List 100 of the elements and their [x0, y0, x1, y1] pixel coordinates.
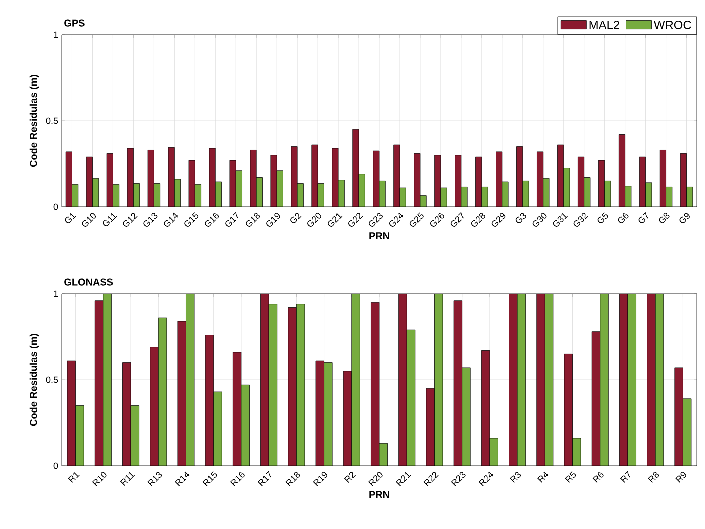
x-axis-title: PRN: [370, 491, 390, 498]
bar: [296, 304, 306, 466]
bar: [67, 360, 76, 466]
x-tick-label: G19: [266, 213, 280, 227]
x-tick-label: G22: [348, 213, 364, 227]
x-tick-label: G30: [532, 213, 547, 227]
x-tick-label: R22: [424, 472, 439, 487]
bar: [517, 294, 526, 466]
bar: [205, 335, 214, 466]
bar: [186, 294, 195, 466]
bar: [406, 330, 416, 466]
x-tick-label: G28: [471, 213, 486, 227]
y-axis-title: Code Residulas (m): [30, 334, 40, 426]
y-tick-label: 0: [54, 462, 58, 470]
x-tick-label: R20: [368, 472, 383, 487]
x-tick-label: R13: [148, 472, 162, 487]
bar: [76, 406, 84, 466]
x-tick-label: G1: [65, 213, 76, 224]
x-tick-label: G3: [516, 213, 526, 224]
bar: [655, 294, 664, 466]
bar: [536, 294, 546, 466]
x-tick-label: R4: [538, 472, 549, 483]
x-tick-label: R19: [313, 472, 328, 487]
bar: [683, 398, 692, 466]
x-tick-label: G17: [226, 212, 239, 227]
x-tick-label: G14: [164, 212, 178, 227]
bar: [343, 371, 352, 466]
x-tick-label: R9: [676, 472, 686, 483]
bar: [481, 350, 490, 466]
chart-title: GLONASS: [64, 278, 114, 286]
bar: [178, 321, 186, 466]
bar: [268, 304, 278, 466]
x-tick-label: R14: [175, 472, 190, 486]
x-tick-label: R8: [648, 472, 660, 483]
bar: [620, 294, 628, 466]
bar: [647, 294, 656, 466]
x-tick-label: G31: [553, 213, 568, 227]
y-tick-label: 1: [54, 32, 58, 38]
x-tick-label: G16: [205, 213, 220, 227]
x-tick-label: G27: [450, 212, 464, 227]
y-tick-label: 0: [54, 204, 58, 210]
x-tick-label: G20: [308, 213, 322, 227]
x-tick-label: R24: [478, 472, 494, 487]
x-tick-label: G7: [638, 212, 648, 224]
legend-label: WROC: [654, 20, 692, 30]
y-tick-label: 0.5: [46, 118, 58, 124]
x-tick-label: G10: [82, 213, 96, 227]
bar: [232, 352, 242, 466]
bar: [674, 368, 684, 466]
bar: [150, 347, 159, 466]
x-axis-title: PRN: [370, 232, 390, 240]
x-tick-label: G13: [144, 213, 158, 227]
bar: [352, 294, 360, 466]
x-tick-label: G25: [410, 212, 424, 227]
x-tick-label: G12: [123, 213, 138, 227]
bar: [122, 362, 132, 466]
bar: [398, 294, 408, 466]
x-tick-label: R15: [202, 472, 218, 486]
x-tick-label: R5: [565, 472, 576, 483]
bar: [371, 302, 380, 466]
bar: [462, 368, 471, 466]
x-tick-label: R23: [451, 472, 466, 487]
y-tick-label: 0.5: [46, 376, 58, 384]
x-tick-label: G8: [659, 213, 670, 224]
x-tick-label: R1: [68, 472, 80, 483]
bar: [434, 294, 444, 466]
bar: [600, 294, 609, 466]
chart-title: GPS: [64, 20, 85, 27]
x-tick-label: R3: [510, 472, 522, 483]
x-tick-label: G32: [574, 213, 588, 227]
x-tick-label: R6: [592, 472, 604, 483]
x-tick-label: G21: [328, 213, 343, 227]
x-tick-label: R18: [286, 472, 300, 487]
bar: [454, 300, 463, 466]
bar: [288, 308, 297, 466]
x-tick-label: G23: [368, 213, 384, 227]
bar: [260, 294, 270, 466]
bar: [94, 300, 104, 466]
bar: [564, 354, 573, 466]
x-tick-label: G11: [103, 213, 118, 226]
bar: [214, 392, 222, 466]
x-tick-label: G6: [618, 213, 629, 224]
bar: [158, 318, 168, 466]
x-tick-label: G9: [680, 213, 690, 224]
bar: [103, 294, 112, 466]
x-tick-label: G5: [598, 212, 608, 224]
y-tick-label: 1: [54, 290, 58, 298]
legend-label: MAL2: [590, 20, 620, 30]
bar: [509, 294, 518, 466]
x-tick-label: R2: [344, 472, 356, 483]
x-tick-label: G15: [184, 212, 199, 227]
x-tick-label: R16: [230, 472, 245, 487]
bar: [544, 294, 554, 466]
x-tick-label: R10: [92, 472, 107, 487]
x-tick-label: R11: [120, 472, 136, 486]
bar: [316, 360, 324, 466]
x-tick-label: G24: [389, 212, 404, 227]
bar: [324, 362, 333, 466]
bar: [241, 384, 250, 466]
x-tick-label: R21: [396, 472, 412, 487]
